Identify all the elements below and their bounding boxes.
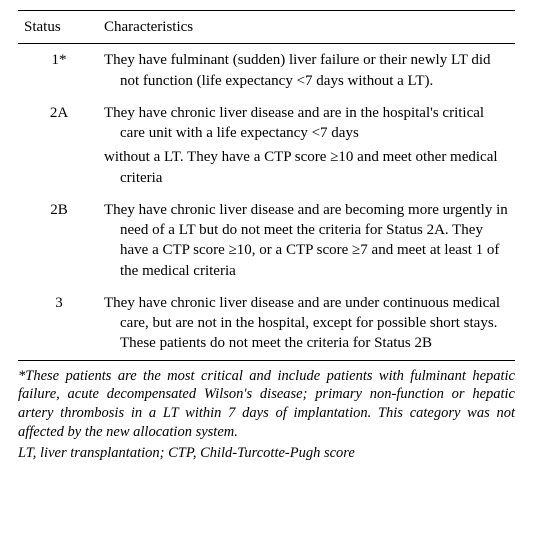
- status-cell: 3: [18, 287, 100, 360]
- char-text: They have chronic liver disease and are …: [104, 293, 511, 354]
- header-characteristics: Characteristics: [100, 11, 515, 43]
- status-cell: 2B: [18, 194, 100, 287]
- table-row: 3 They have chronic liver disease and ar…: [18, 287, 515, 360]
- bottom-rule: [18, 360, 515, 361]
- table-header-row: Status Characteristics: [18, 11, 515, 43]
- char-text: They have fulminant (sudden) liver failu…: [104, 50, 511, 91]
- char-text-cont: without a LT. They have a CTP score ≥10 …: [104, 147, 511, 188]
- char-cell: They have chronic liver disease and are …: [100, 97, 515, 194]
- status-table: Status Characteristics: [18, 11, 515, 43]
- header-status: Status: [18, 11, 100, 43]
- abbreviations: LT, liver transplantation; CTP, Child-Tu…: [18, 444, 515, 464]
- table-row: 2B They have chronic liver disease and a…: [18, 194, 515, 287]
- status-cell: 1*: [18, 44, 100, 97]
- char-cell: They have fulminant (sudden) liver failu…: [100, 44, 515, 97]
- table-row: 1* They have fulminant (sudden) liver fa…: [18, 44, 515, 97]
- char-text: They have chronic liver disease and are …: [104, 200, 511, 281]
- status-table-body: 1* They have fulminant (sudden) liver fa…: [18, 44, 515, 359]
- char-cell: They have chronic liver disease and are …: [100, 287, 515, 360]
- char-cell: They have chronic liver disease and are …: [100, 194, 515, 287]
- char-text: They have chronic liver disease and are …: [104, 103, 511, 144]
- status-cell: 2A: [18, 97, 100, 194]
- table-row: 2A They have chronic liver disease and a…: [18, 97, 515, 194]
- footnote: *These patients are the most critical an…: [18, 367, 515, 442]
